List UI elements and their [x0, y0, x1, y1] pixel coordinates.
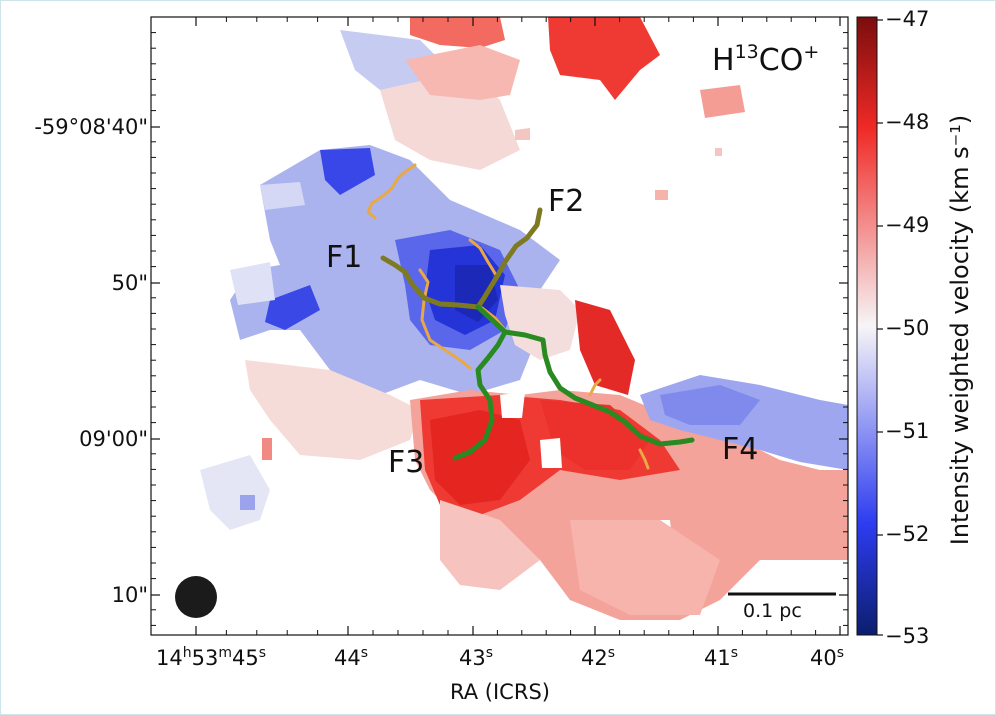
filament-f1-spine [380, 255, 481, 310]
colorbar [857, 17, 877, 635]
x-tick-label: 42s [581, 645, 616, 670]
y-tick-label: -59°08'40" [34, 115, 148, 139]
colorbar-ticks [877, 19, 883, 636]
filament-f2-spine [475, 207, 543, 310]
filament-label-f3: F3 [388, 445, 425, 480]
y-ticks-left [151, 126, 848, 596]
x-ticks-bottom [195, 17, 841, 635]
filament-label-f4: F4 [722, 432, 759, 467]
y-tick-label: 10" [111, 583, 148, 607]
colorbar-tick-label: −50 [885, 316, 930, 340]
x-tick-label: 14h53m45s [156, 645, 267, 670]
velocity-map [151, 17, 848, 635]
filament-f4-spine [502, 329, 695, 447]
colorbar-tick-label: −48 [885, 110, 930, 134]
filament-spines [380, 207, 695, 461]
colorbar-tick-label: −52 [885, 522, 930, 546]
colorbar-tick-label: −49 [885, 213, 930, 237]
molecule-label: H13CO+ [712, 41, 820, 78]
y-minor-ticks [151, 16, 848, 626]
plot-frame [150, 16, 849, 636]
x-minor-ticks [225, 17, 817, 635]
filament-f3-spine [452, 304, 508, 461]
x-tick-label: 43s [459, 645, 494, 670]
filament-label-f2: F2 [548, 184, 585, 219]
y-tick-label: 09'00" [79, 427, 148, 451]
x-tick-label: 40s [810, 645, 845, 670]
x-axis-title: RA (ICRS) [450, 680, 550, 704]
y-tick-label: 50" [111, 271, 148, 295]
colorbar-tick-label: −53 [885, 624, 930, 648]
scale-bar-label: 0.1 pc [743, 600, 802, 622]
colorbar-tick-label: −51 [885, 419, 930, 443]
colorbar-tick-label: −47 [885, 7, 930, 31]
colorbar-frame [856, 16, 878, 636]
beam-ellipse [175, 576, 217, 618]
x-tick-label: 44s [334, 645, 369, 670]
filament-label-f1: F1 [326, 240, 363, 275]
x-tick-label: 41s [704, 645, 739, 670]
